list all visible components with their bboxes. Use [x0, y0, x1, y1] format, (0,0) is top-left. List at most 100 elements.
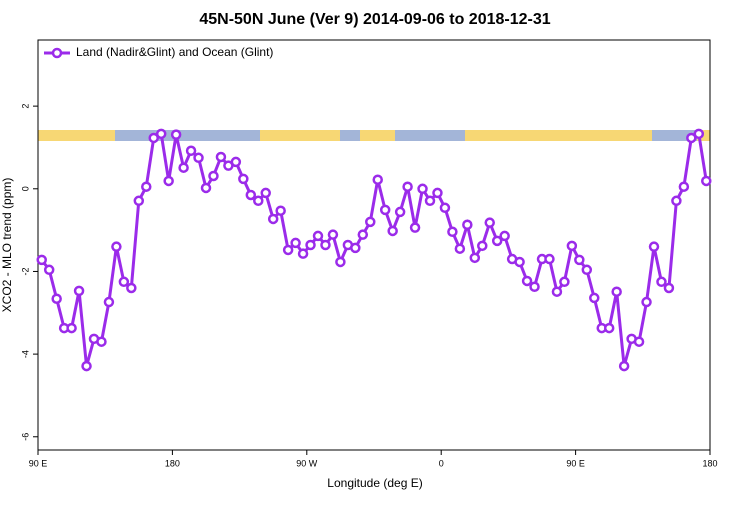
point — [372, 174, 383, 185]
point — [559, 276, 570, 288]
ocean-band — [340, 130, 360, 141]
y-axis-label: XCO2 - MLO trend (ppm) — [0, 178, 14, 313]
x-tick-label: 90 E — [566, 458, 585, 468]
legend-label: Land (Nadir&Glint) and Ocean (Glint) — [76, 45, 273, 59]
point — [551, 286, 563, 297]
point — [215, 151, 227, 163]
chart-title: 45N-50N June (Ver 9) 2014-09-06 to 2018-… — [199, 11, 550, 28]
point — [297, 248, 309, 259]
point — [656, 276, 667, 288]
point — [402, 181, 413, 192]
point — [387, 225, 398, 237]
point — [379, 204, 391, 216]
point — [327, 229, 339, 240]
point — [618, 360, 630, 372]
point — [148, 132, 159, 144]
point — [394, 206, 406, 218]
point — [66, 322, 77, 334]
point — [514, 256, 525, 268]
point — [686, 132, 697, 144]
point — [432, 187, 443, 199]
point — [454, 243, 466, 254]
x-tick-label: 0 — [439, 458, 444, 468]
point — [260, 187, 271, 199]
point — [275, 205, 286, 216]
point — [305, 239, 316, 251]
point — [178, 162, 189, 173]
point — [424, 195, 436, 207]
point — [641, 296, 652, 308]
point — [253, 195, 264, 207]
ocean-band — [652, 130, 697, 141]
ocean-band — [395, 130, 465, 141]
x-tick-label: 90 E — [29, 458, 48, 468]
point — [693, 128, 705, 140]
point — [267, 213, 279, 225]
point — [245, 189, 257, 201]
point — [111, 241, 122, 252]
point — [170, 129, 182, 140]
point — [290, 237, 301, 249]
point — [200, 182, 212, 194]
y-tick-label: 2 — [20, 104, 30, 109]
point — [521, 275, 533, 287]
point — [193, 152, 204, 164]
point — [678, 181, 690, 192]
point — [574, 254, 585, 266]
point — [365, 216, 376, 228]
point — [126, 282, 137, 294]
point — [581, 264, 593, 276]
x-tick-label: 180 — [702, 458, 717, 468]
point — [589, 292, 600, 304]
point — [701, 175, 712, 187]
point — [36, 254, 47, 266]
point — [603, 322, 615, 334]
point — [462, 219, 473, 230]
point — [335, 256, 346, 268]
plot-frame — [37, 39, 711, 451]
point — [282, 244, 294, 256]
point — [312, 230, 324, 242]
point — [96, 336, 107, 347]
y-tick-label: -4 — [20, 350, 30, 358]
point — [648, 241, 660, 252]
point — [185, 145, 197, 157]
point — [208, 170, 219, 182]
point — [544, 253, 555, 265]
point — [439, 202, 451, 214]
point — [118, 276, 130, 288]
point — [51, 293, 62, 304]
x-tick-label: 90 W — [296, 458, 318, 468]
point — [447, 226, 458, 238]
point — [238, 173, 249, 185]
point — [409, 222, 421, 233]
point — [663, 282, 675, 294]
point — [103, 296, 115, 308]
ocean-band — [115, 130, 260, 141]
point — [73, 285, 85, 297]
y-tick-label: -2 — [20, 267, 30, 275]
point — [81, 360, 92, 372]
x-tick-label: 180 — [165, 458, 180, 468]
point — [633, 336, 645, 347]
map-strip — [38, 130, 710, 141]
point — [566, 240, 578, 252]
point — [469, 252, 481, 264]
x-axis-label: Longitude (deg E) — [327, 476, 422, 490]
point — [350, 242, 361, 254]
point — [417, 183, 428, 195]
y-tick-label: -6 — [20, 433, 30, 441]
point — [163, 175, 174, 187]
point — [671, 195, 682, 207]
point — [529, 281, 540, 292]
point — [484, 217, 495, 228]
point — [155, 128, 167, 140]
point — [477, 240, 488, 252]
land-band — [38, 130, 710, 141]
point — [141, 181, 152, 192]
point — [320, 239, 331, 251]
point — [499, 230, 510, 242]
point — [133, 195, 145, 207]
point — [357, 229, 369, 240]
